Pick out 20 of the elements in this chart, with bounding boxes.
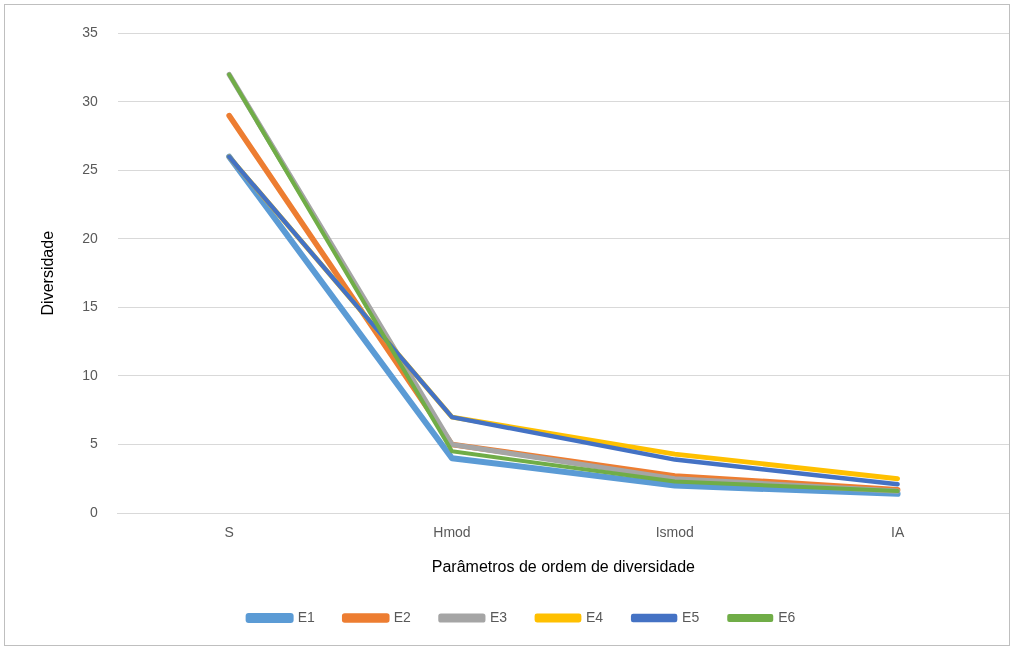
y-tick-label: 25 — [82, 161, 98, 178]
x-tick-label: Ismod — [655, 524, 694, 541]
x-axis-title: Parâmetros de ordem de diversidade — [431, 557, 696, 575]
x-tick-label: IA — [890, 524, 905, 541]
legend-label: E4 — [586, 608, 604, 625]
x-tick-label: S — [224, 524, 234, 541]
legend-label: E2 — [393, 608, 412, 625]
y-axis-title: Diversidade — [39, 230, 57, 316]
legend-label: E3 — [489, 608, 508, 625]
legend-label: E6 — [778, 608, 796, 625]
y-tick-label: 20 — [82, 229, 98, 246]
y-tick-label: 10 — [82, 366, 98, 383]
x-tick-label: Hmod — [433, 524, 471, 541]
y-tick-label: 0 — [89, 503, 98, 520]
y-tick-label: 15 — [82, 298, 98, 315]
legend-label: E5 — [682, 608, 700, 625]
y-tick-label: 35 — [82, 24, 98, 41]
y-tick-label: 30 — [82, 92, 98, 109]
legend-label: E1 — [297, 608, 315, 625]
y-tick-label: 5 — [89, 435, 98, 452]
